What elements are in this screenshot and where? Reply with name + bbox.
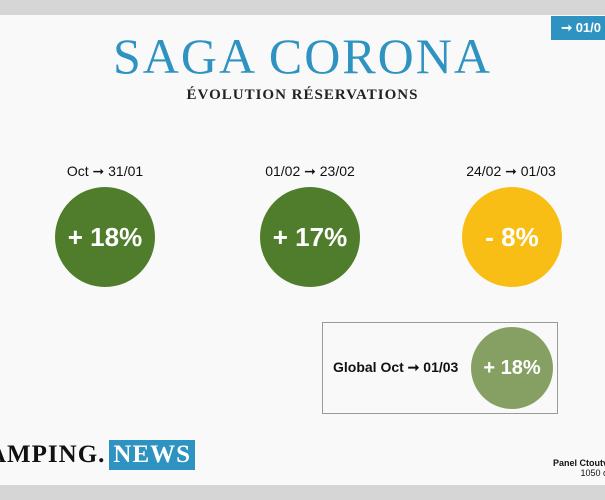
period-value-circle-3: - 8% [462,187,562,287]
page-subtitle: ÉVOLUTION RÉSERVATIONS [186,87,419,103]
period-value-3: - 8% [485,221,539,252]
panel-source-line-2: 1050 camp [580,468,605,478]
page-title: SAGA CORONA [112,28,492,84]
global-summary-box: Global Oct ➞ 01/03 + 18% [322,322,558,414]
period-value-2: + 17% [272,221,348,252]
period-value-1: + 18% [67,221,143,252]
logo-text-left: AMPING. [0,441,106,468]
panel-source-note: Panel Ctoutvert ( 1050 camp [553,458,605,478]
period-value-circle-1: + 18% [55,187,155,287]
global-label: Global Oct ➞ 01/03 [333,359,459,375]
period-label-3: 24/02 ➞ 01/03 [466,163,556,179]
global-value: + 18% [483,356,541,379]
camping-news-logo: AMPING. NEWS [0,440,196,470]
date-badge: ➞ 01/0 [551,16,605,40]
period-label-1: Oct ➞ 31/01 [66,163,144,179]
global-value-circle: + 18% [471,327,553,409]
panel-source-line-1: Panel Ctoutvert ( [552,458,605,468]
period-label-2: 01/02 ➞ 23/02 [265,163,355,179]
slide: ➞ 01/0 SAGA CORONA ÉVOLUTION RÉSERVATION… [0,15,605,485]
logo-text-right: NEWS [109,440,196,470]
period-value-circle-2: + 17% [260,187,360,287]
